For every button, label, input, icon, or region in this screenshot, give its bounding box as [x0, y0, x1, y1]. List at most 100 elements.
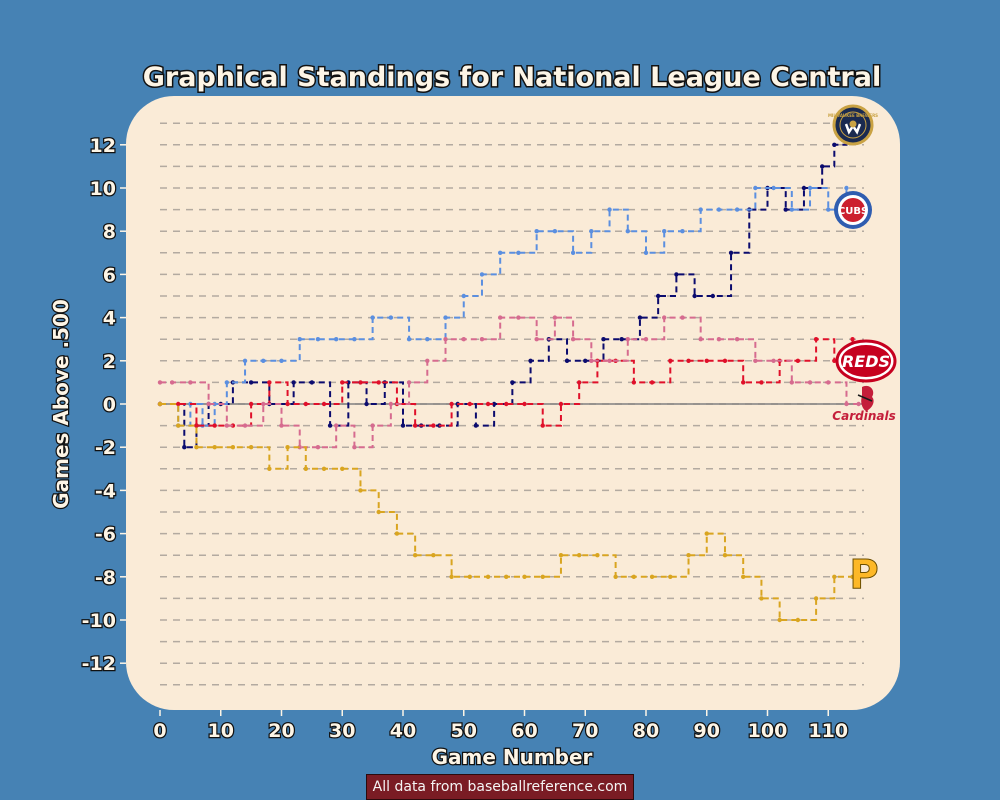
- data-point-pirates: [504, 574, 509, 579]
- data-point-pirates: [230, 445, 236, 450]
- data-point-pirates: [431, 553, 436, 558]
- data-point-pirates: [449, 574, 454, 579]
- data-point-reds: [230, 423, 236, 428]
- series-cardinals: [157, 315, 861, 450]
- data-point-brewers: [674, 272, 679, 277]
- data-point-cardinals: [807, 380, 813, 385]
- data-point-cardinals: [479, 337, 485, 342]
- y-tick-label: 8: [103, 221, 116, 243]
- series-reds: [157, 337, 855, 428]
- data-point-pirates: [157, 401, 163, 407]
- data-point-cardinals: [844, 401, 849, 407]
- y-tick-label: 12: [90, 135, 116, 157]
- data-point-brewers: [327, 423, 333, 428]
- reds-logo-text: REDS: [842, 352, 890, 371]
- y-axis-label: Games Above .500: [49, 299, 73, 509]
- data-point-brewers: [728, 250, 734, 255]
- data-point-cubs: [297, 337, 302, 342]
- data-point-cardinals: [826, 380, 831, 385]
- data-point-brewers: [783, 207, 788, 212]
- data-point-cubs: [807, 185, 813, 191]
- data-point-reds: [558, 401, 564, 407]
- data-point-pirates: [321, 466, 327, 471]
- data-point-brewers: [692, 293, 697, 299]
- data-point-pirates: [340, 466, 345, 471]
- data-point-cardinals: [425, 358, 430, 363]
- data-point-cubs: [388, 315, 394, 320]
- y-tick-label: 0: [103, 394, 116, 416]
- data-point-reds: [267, 380, 272, 385]
- data-point-cubs: [771, 185, 776, 191]
- series-line-cubs: [160, 187, 848, 427]
- x-tick-label: 50: [451, 720, 477, 742]
- series-brewers: [157, 121, 849, 450]
- data-point-cardinals: [206, 401, 211, 407]
- data-point-cubs: [425, 337, 430, 342]
- data-point-reds: [668, 358, 673, 363]
- reds-logo: REDS: [835, 339, 897, 383]
- data-point-cardinals: [388, 401, 394, 407]
- data-point-reds: [321, 401, 327, 407]
- y-tick-label: 6: [103, 264, 116, 286]
- y-tick-label: 2: [103, 351, 116, 373]
- y-tick-label: 10: [90, 178, 116, 200]
- data-point-pirates: [412, 553, 418, 558]
- data-point-cardinals: [279, 423, 284, 428]
- pirates-logo: P: [849, 552, 879, 599]
- data-point-reds: [540, 423, 545, 428]
- data-point-brewers: [510, 380, 515, 385]
- data-point-pirates: [540, 574, 545, 579]
- data-point-brewers: [491, 401, 497, 407]
- data-point-cubs: [570, 250, 576, 255]
- x-tick-label: 10: [208, 720, 234, 742]
- data-point-cubs: [534, 229, 539, 234]
- data-point-pirates: [303, 466, 308, 471]
- x-tick-label: 60: [511, 720, 537, 742]
- data-point-cardinals: [625, 337, 630, 342]
- data-point-cubs: [333, 337, 339, 342]
- data-point-cardinals: [589, 358, 594, 363]
- data-point-cubs: [734, 207, 740, 212]
- data-point-cardinals: [315, 445, 321, 450]
- data-point-cubs: [607, 207, 612, 212]
- cubs-logo-text: CUBS: [838, 206, 868, 217]
- data-point-cardinals: [716, 337, 722, 342]
- data-point-pirates: [704, 531, 709, 536]
- data-point-reds: [176, 401, 181, 407]
- axes: 0 10 20 30 40 50 60 70 80 90 100 110121086420-2-4-6…: [80, 134, 849, 744]
- data-point-cubs: [370, 315, 375, 320]
- data-point-cubs: [279, 358, 284, 363]
- x-tick-label: 20: [268, 720, 294, 742]
- data-point-cubs: [498, 250, 503, 255]
- data-point-cubs: [625, 229, 630, 234]
- data-point-pirates: [777, 617, 782, 623]
- x-tick-label: 110: [808, 720, 848, 742]
- data-point-brewers: [637, 315, 643, 320]
- data-point-cardinals: [789, 380, 794, 385]
- data-point-reds: [340, 380, 345, 385]
- data-point-cubs: [753, 185, 758, 191]
- data-point-brewers: [564, 358, 570, 363]
- data-point-reds: [431, 423, 436, 428]
- data-point-cardinals: [607, 358, 612, 363]
- data-point-pirates: [467, 574, 473, 579]
- y-tick-label: -10: [82, 610, 116, 632]
- data-point-cubs: [261, 358, 266, 363]
- data-point-cardinals: [552, 315, 558, 320]
- data-point-cardinals: [443, 337, 448, 342]
- data-point-pirates: [850, 574, 855, 579]
- data-point-pirates: [485, 574, 491, 579]
- data-point-pirates: [212, 445, 217, 450]
- x-tick-label: 0: [153, 720, 166, 742]
- data-point-cardinals: [856, 401, 861, 407]
- data-point-cubs: [315, 337, 321, 342]
- data-point-reds: [795, 358, 801, 363]
- data-point-pirates: [795, 617, 801, 623]
- series-line-reds: [160, 338, 854, 427]
- data-point-cardinals: [570, 337, 576, 342]
- data-point-reds: [449, 401, 454, 407]
- data-point-cardinals: [406, 380, 412, 385]
- brewers-logo-text: MILWAUKEE BREWERS: [828, 113, 878, 118]
- data-point-brewers: [473, 423, 479, 428]
